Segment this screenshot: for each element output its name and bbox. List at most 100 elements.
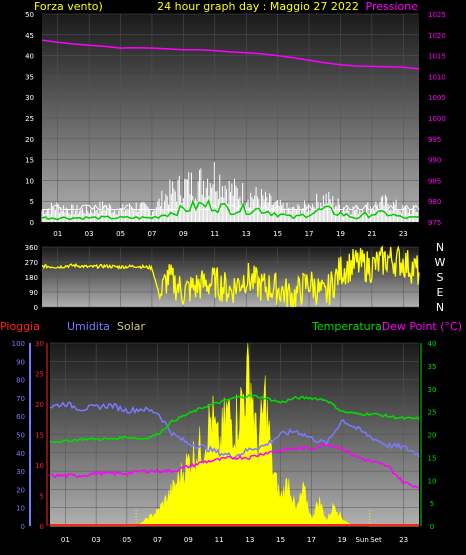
x-tick-label: 17 — [305, 230, 314, 238]
x-tick-label: 01 — [53, 230, 62, 238]
rain-tick-label: 15 — [35, 432, 44, 440]
wind-tick-label: 0 — [30, 219, 34, 227]
x-tick-label: 15 — [273, 230, 282, 238]
temperature-tick-label: 40 — [428, 340, 437, 348]
direction-tick-label: 180 — [25, 274, 38, 282]
compass-label: N — [436, 241, 444, 254]
humidity-tick-label: 40 — [16, 450, 25, 458]
x-tick-label: 01 — [61, 536, 70, 544]
x-tick-label: 09 — [184, 536, 193, 544]
humidity-tick-label: 60 — [16, 413, 25, 421]
rain-axis-title: Pioggia — [0, 320, 40, 333]
humidity-tick-label: 80 — [16, 377, 25, 385]
humidity-tick-label: 0 — [21, 523, 25, 531]
x-tick-label: 07 — [153, 536, 162, 544]
x-tick-label: 19 — [338, 536, 347, 544]
chart-title: 24 hour graph day : Maggio 27 2022 — [157, 0, 359, 13]
humidity-tick-label: 10 — [16, 505, 25, 513]
temperature-tick-label: 15 — [428, 454, 437, 462]
humidity-tick-label: 50 — [16, 432, 25, 440]
temperature-tick-label: 5 — [430, 500, 434, 508]
temperature-tick-label: 20 — [428, 432, 437, 440]
direction-tick-label: 270 — [25, 259, 38, 267]
x-tick-label: 23 — [399, 536, 408, 544]
x-tick-label: 03 — [85, 230, 94, 238]
pressure-axis-title: Pressione — [366, 0, 419, 13]
dewpoint-line — [49, 443, 420, 489]
humidity-tick-label: 30 — [16, 468, 25, 476]
x-tick-label: 13 — [245, 536, 254, 544]
rain-tick-label: 20 — [35, 401, 44, 409]
compass-label: E — [437, 286, 444, 299]
direction-tick-label: 90 — [29, 289, 38, 297]
pressure-tick-label: 995 — [428, 136, 441, 144]
pressure-tick-label: 975 — [428, 219, 441, 227]
x-tick-label: 13 — [242, 230, 251, 238]
x-tick-label: 03 — [92, 536, 101, 544]
compass-label: S — [437, 271, 444, 284]
wind-tick-label: 5 — [30, 198, 34, 206]
x-tick-label: 11 — [210, 230, 219, 238]
solar-axis-title: Solar — [117, 320, 146, 333]
wind-tick-label: 15 — [25, 157, 34, 165]
x-tick-label: 17 — [307, 536, 316, 544]
temperature-tick-label: 35 — [428, 363, 437, 371]
dewpoint-axis-title: Dew Point (°C) — [382, 320, 462, 333]
wind-direction-line — [41, 245, 420, 308]
compass-label: W — [435, 256, 446, 269]
wind-tick-label: 50 — [25, 11, 34, 19]
rain-tick-label: 25 — [35, 371, 44, 379]
pressure-line — [41, 39, 420, 70]
humidity-tick-label: 90 — [16, 358, 25, 366]
rain-tick-label: 30 — [35, 340, 44, 348]
x-tick-label: 11 — [215, 536, 224, 544]
direction-tick-label: 0 — [34, 304, 38, 312]
wind-average-line — [41, 198, 420, 221]
x-tick-label: 05 — [122, 536, 131, 544]
humidity-tick-label: 100 — [12, 340, 25, 348]
temperature-tick-label: 10 — [428, 477, 437, 485]
wind-tick-label: 40 — [25, 53, 34, 61]
pressure-tick-label: 985 — [428, 177, 441, 185]
humidity-axis-title: Umidita — [67, 320, 110, 333]
wind-tick-label: 25 — [25, 115, 34, 123]
x-tick-label: 19 — [336, 230, 345, 238]
wind-tick-label: 35 — [25, 73, 34, 81]
wind-axis-title: Forza vento) — [34, 0, 103, 13]
x-tick-label: 09 — [179, 230, 188, 238]
direction-tick-label: 360 — [25, 244, 38, 252]
series-layer — [41, 39, 420, 527]
compass-label: N — [436, 301, 444, 314]
x-tick-label: 15 — [276, 536, 285, 544]
pressure-tick-label: 1025 — [428, 11, 446, 19]
humidity-tick-label: 70 — [16, 395, 25, 403]
x-tick-label: 21 — [367, 230, 376, 238]
humidity-line — [49, 401, 420, 460]
pressure-tick-label: 1005 — [428, 94, 446, 102]
wind-gust-line — [42, 204, 420, 211]
temperature-line — [49, 393, 420, 444]
temperature-tick-label: 30 — [428, 386, 437, 394]
pressure-tick-label: 1015 — [428, 53, 446, 61]
wind-tick-label: 30 — [25, 94, 34, 102]
wind-tick-label: 45 — [25, 32, 34, 40]
rain-tick-label: 0 — [40, 523, 44, 531]
pressure-tick-label: 1020 — [428, 32, 446, 40]
humidity-tick-label: 20 — [16, 486, 25, 494]
wind-tick-label: 10 — [25, 177, 34, 185]
pressure-tick-label: 1010 — [428, 73, 446, 81]
rain-tick-label: 10 — [35, 462, 44, 470]
x-tick-label: 23 — [399, 230, 408, 238]
x-tick-label: 05 — [116, 230, 125, 238]
x-tick-label: Set — [370, 536, 382, 544]
wind-tick-label: 20 — [25, 136, 34, 144]
x-tick-label: Sun — [355, 536, 368, 544]
temperature-axis-title: Temperatura — [311, 320, 382, 333]
x-tick-label: 07 — [147, 230, 156, 238]
axis-labels: 0510152025303540455097598098599099510001… — [12, 11, 446, 544]
rain-tick-label: 5 — [40, 493, 44, 501]
pressure-tick-label: 990 — [428, 157, 441, 165]
pressure-tick-label: 1000 — [428, 115, 446, 123]
temperature-tick-label: 25 — [428, 409, 437, 417]
